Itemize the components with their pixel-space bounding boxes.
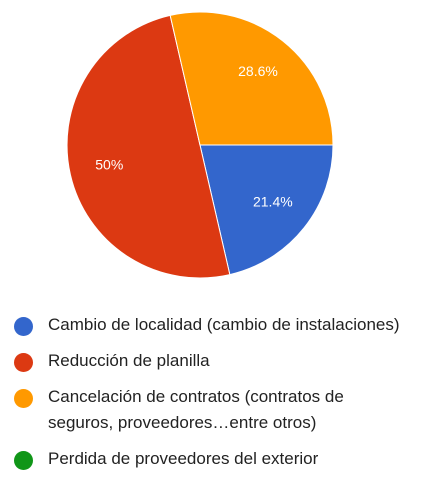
pie-area: 21.4% 50% 28.6% bbox=[66, 11, 334, 279]
pie-slice bbox=[199, 144, 334, 276]
pie-slice bbox=[169, 11, 334, 146]
pie-slice bbox=[66, 14, 231, 279]
slice-label: 50% bbox=[95, 157, 123, 173]
legend-item: Perdida de proveedores del exterior bbox=[14, 446, 406, 472]
slice-label: 21.4% bbox=[253, 194, 293, 210]
legend-label: Cancelación de contratos (contratos de s… bbox=[48, 387, 344, 432]
legend-swatch bbox=[14, 389, 33, 408]
slice-label: 28.6% bbox=[238, 63, 278, 79]
legend-item: Cancelación de contratos (contratos de s… bbox=[14, 384, 406, 436]
legend-label: Perdida de proveedores del exterior bbox=[48, 449, 319, 468]
legend-label: Cambio de localidad (cambio de instalaci… bbox=[48, 315, 400, 334]
legend-swatch bbox=[14, 353, 33, 372]
legend: Cambio de localidad (cambio de instalaci… bbox=[14, 312, 414, 482]
legend-swatch bbox=[14, 317, 33, 336]
legend-label: Reducción de planilla bbox=[48, 351, 210, 370]
legend-item: Reducción de planilla bbox=[14, 348, 406, 374]
legend-item: Cambio de localidad (cambio de instalaci… bbox=[14, 312, 406, 338]
legend-swatch bbox=[14, 451, 33, 470]
